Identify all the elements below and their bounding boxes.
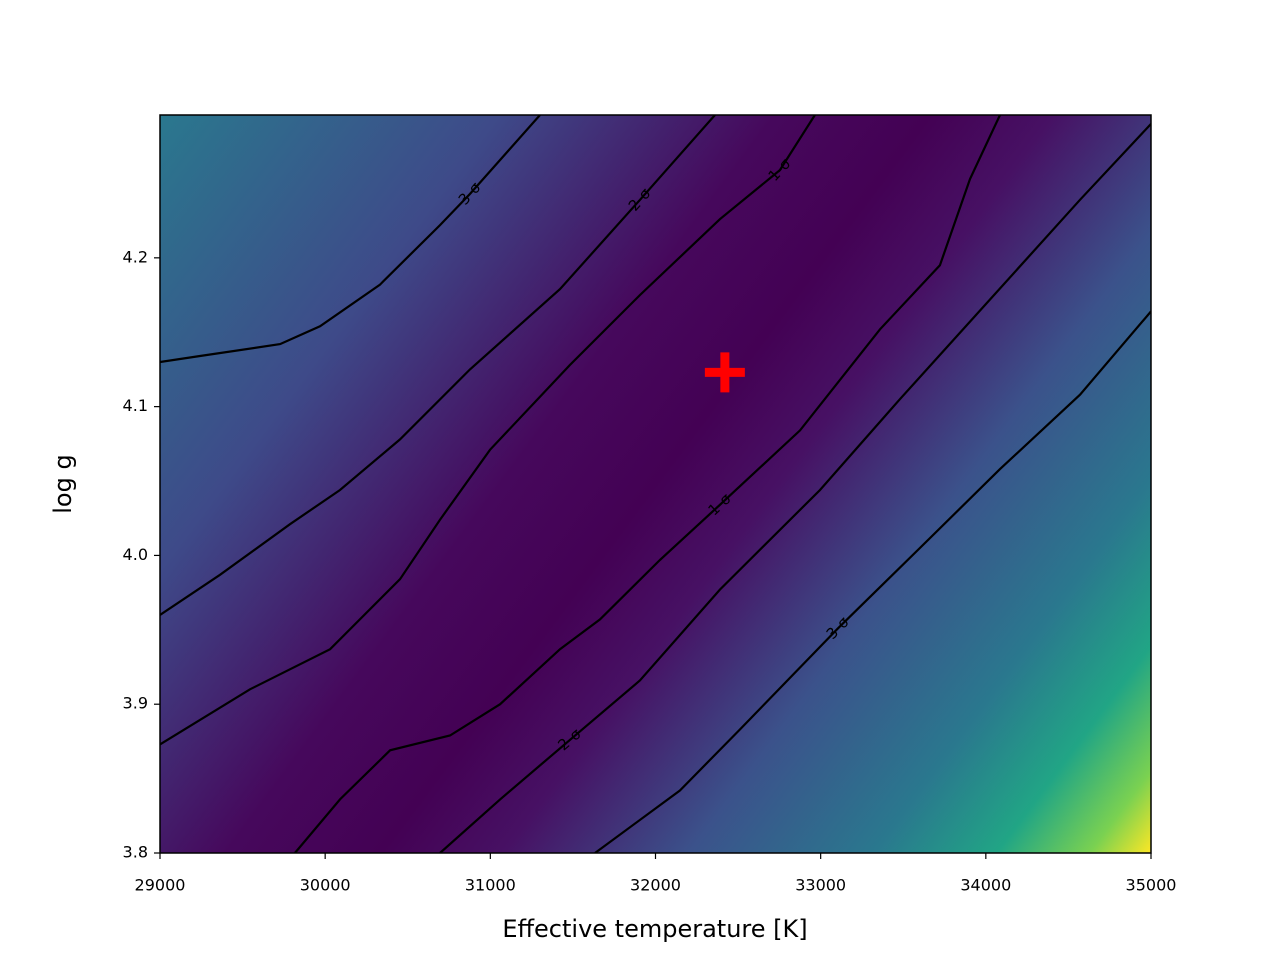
y-tick-label: 4.1	[123, 396, 148, 415]
x-tick-label: 33000	[795, 876, 846, 895]
contour-line	[160, 115, 1151, 853]
best-fit-marker	[704, 352, 745, 393]
x-tick-label: 34000	[960, 876, 1011, 895]
y-tick-label: 4.0	[123, 545, 148, 564]
contour-line	[160, 115, 1001, 853]
x-tick-label: 30000	[300, 876, 351, 895]
contour-line	[160, 115, 1151, 853]
x-tick-label: 35000	[1126, 876, 1177, 895]
y-tick-label: 3.9	[123, 694, 148, 713]
x-tick-label: 32000	[630, 876, 681, 895]
field-background	[160, 115, 1151, 853]
y-axis-label: log g	[49, 454, 77, 513]
y-tick-label: 3.8	[123, 843, 148, 862]
x-tick-label: 31000	[465, 876, 516, 895]
x-tick-label: 29000	[135, 876, 186, 895]
y-tick-label: 4.2	[123, 247, 148, 266]
x-axis-label: Effective temperature [K]	[502, 915, 807, 943]
